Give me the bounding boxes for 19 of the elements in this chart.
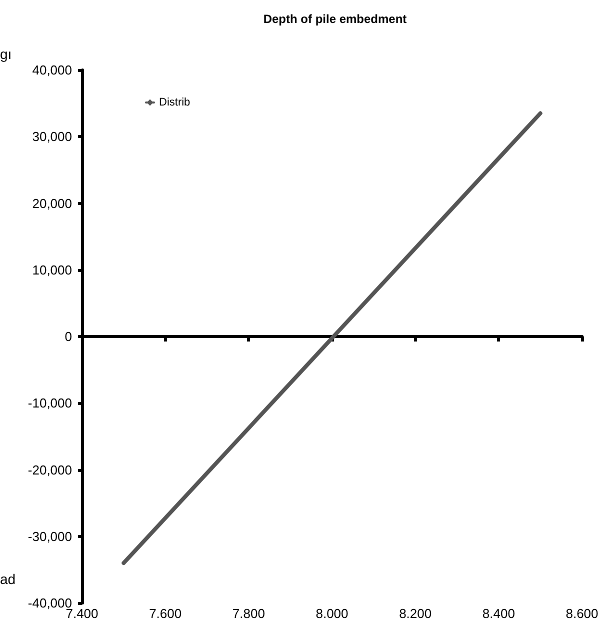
y-tick-label: -10,000 [28, 396, 72, 411]
y-tick-label: 40,000 [32, 62, 72, 78]
text: gı [0, 46, 12, 62]
text: ad [0, 571, 16, 587]
x-tick-label: 8.000 [316, 606, 348, 621]
y-tick-label: -30,000 [28, 528, 72, 544]
x-tick-label: 7.600 [149, 606, 182, 621]
legend-label: Distrib [159, 96, 190, 108]
x-tick-label: 7.800 [232, 606, 265, 621]
y-tick-label: 20,000 [32, 196, 72, 211]
y-tick-label: 0 [64, 329, 72, 344]
x-tick-label: 8.200 [399, 606, 432, 621]
y-tick-label: -40,000 [28, 596, 72, 610]
x-tick-label: 8.400 [482, 606, 515, 621]
y-tick-label: -20,000 [28, 462, 72, 478]
y-tick-label: 10,000 [32, 262, 72, 278]
y-tick-label: 30,000 [32, 129, 72, 144]
chart-title: Depth of pile embedment [263, 12, 407, 26]
x-tick-label: 8.600 [566, 606, 598, 621]
